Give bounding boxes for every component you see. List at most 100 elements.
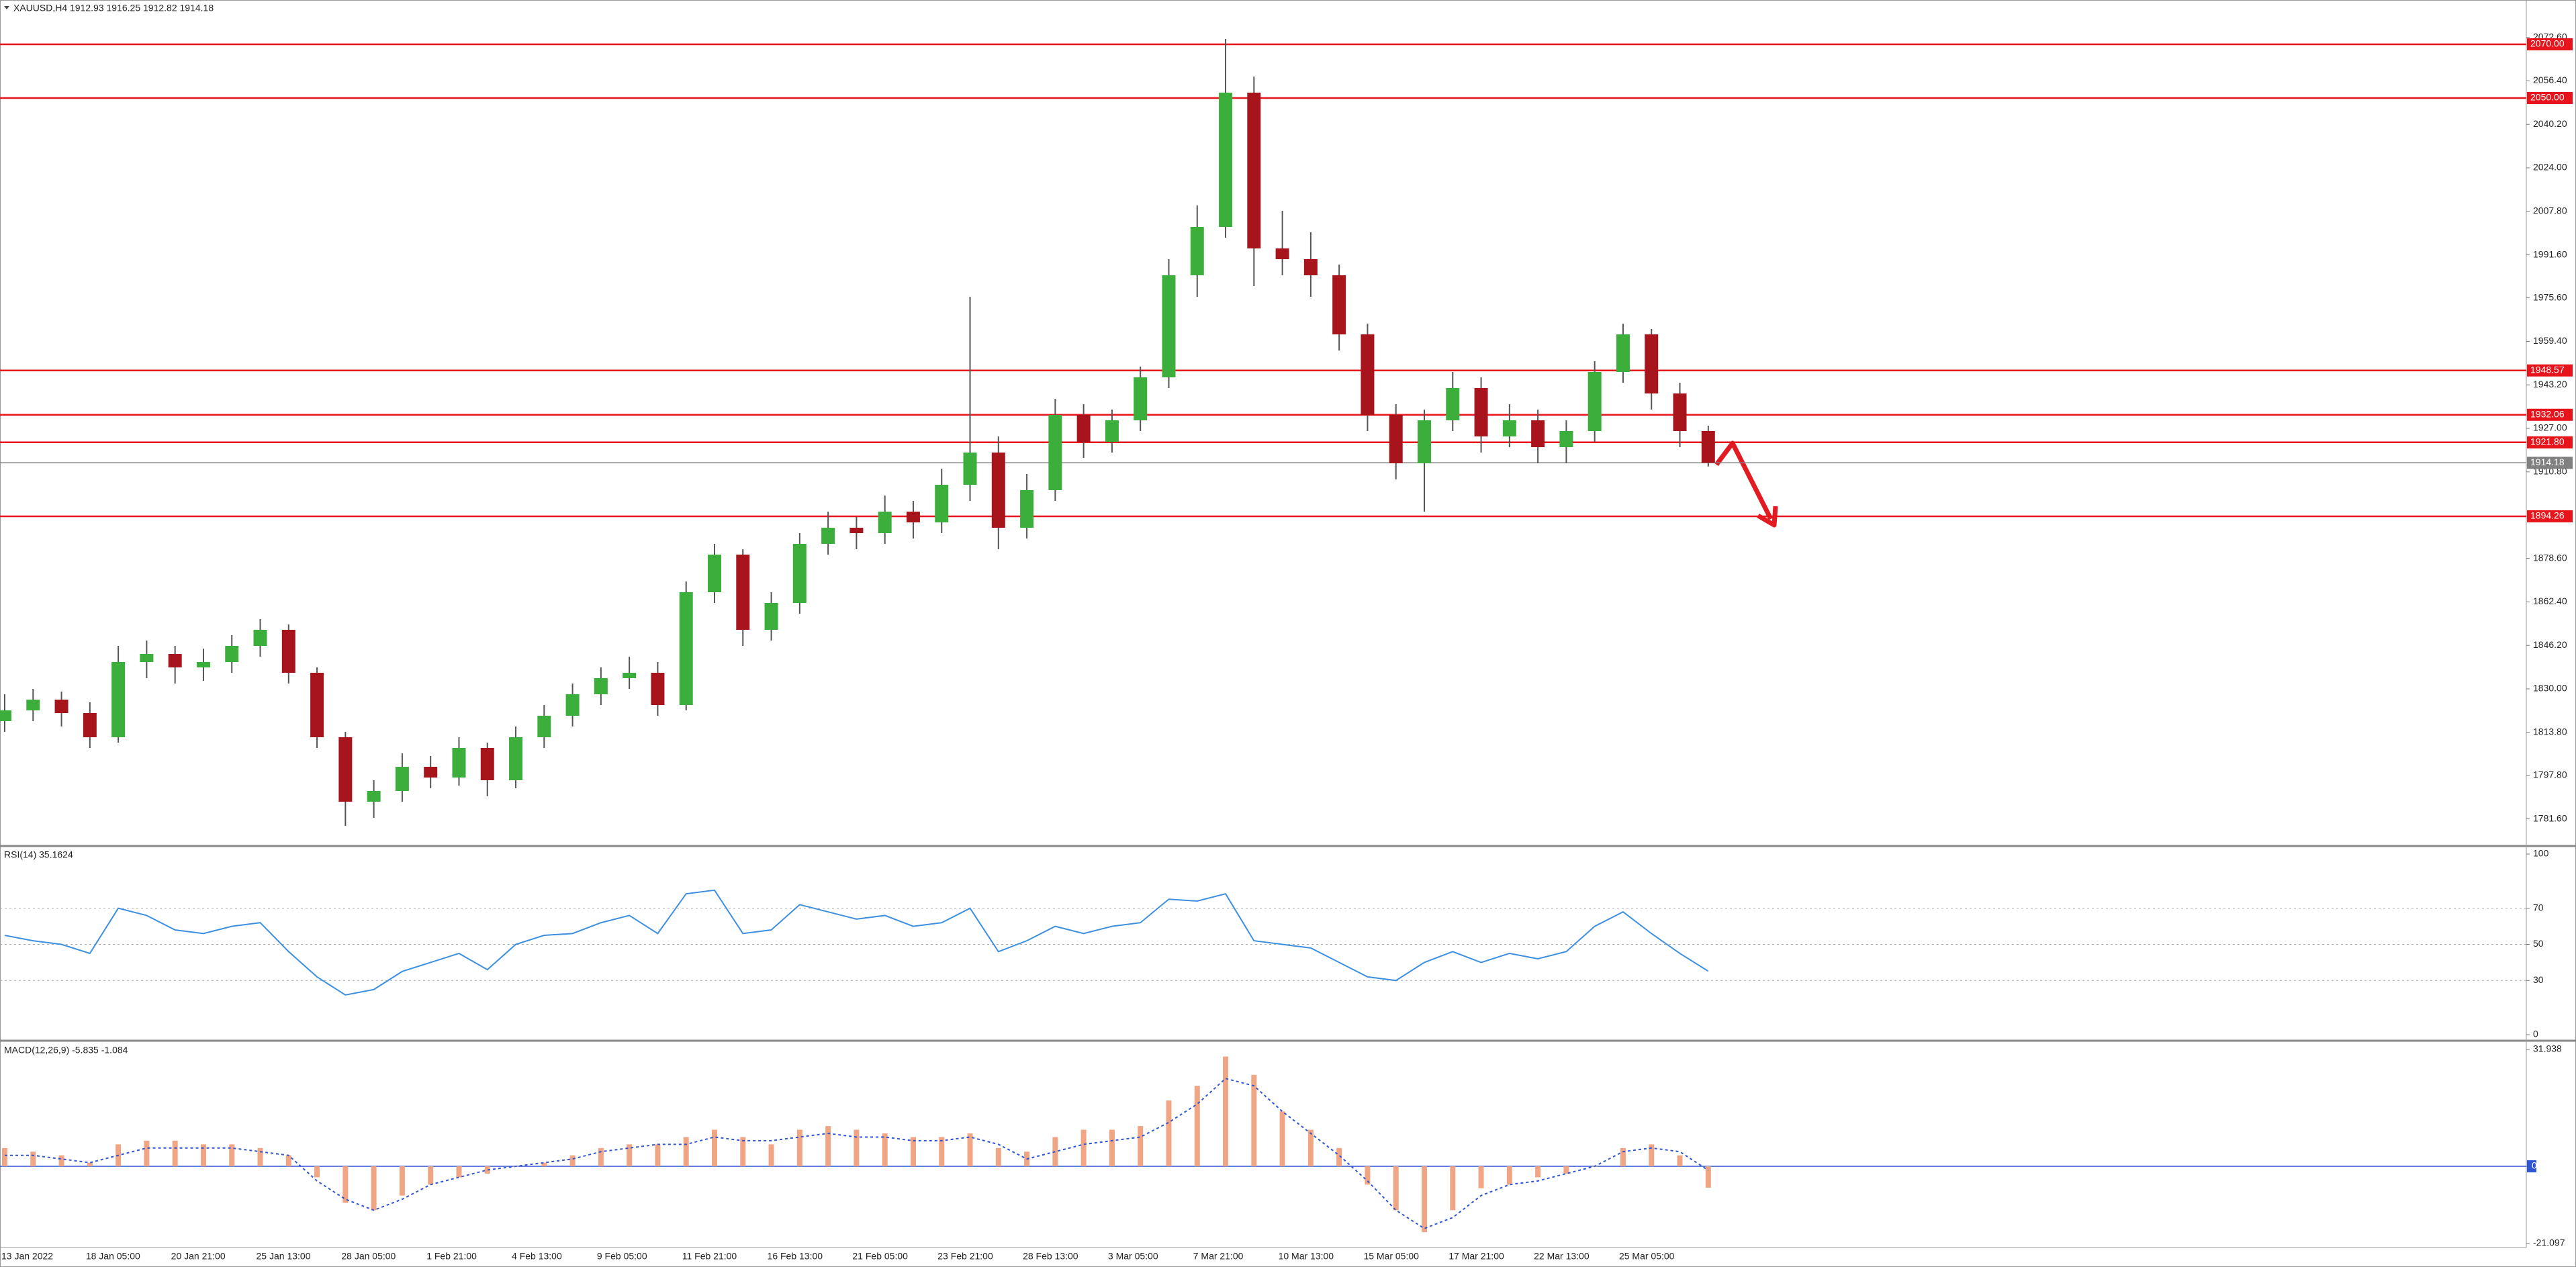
candle-body <box>991 453 1005 528</box>
level-label: 1894.26 <box>2530 510 2565 521</box>
macd-bar <box>541 1162 547 1167</box>
y-tick-label: 1830.00 <box>2533 683 2567 694</box>
y-tick-label: 0.00 <box>2532 1160 2550 1171</box>
y-tick-label: 2007.80 <box>2533 205 2567 216</box>
macd-bar <box>1307 1129 1314 1167</box>
x-tick-label: 11 Feb 21:00 <box>682 1251 737 1262</box>
macd-bar <box>967 1133 973 1167</box>
candle-body <box>338 737 353 802</box>
candle-body <box>878 512 892 533</box>
macd-bar <box>428 1166 434 1185</box>
level-label-box <box>2527 436 2573 449</box>
candle-body <box>1446 388 1460 420</box>
macd-bar <box>1336 1147 1342 1167</box>
macd-bar <box>1563 1166 1569 1174</box>
level-label: 1932.06 <box>2530 408 2565 419</box>
x-tick-label: 3 Mar 05:00 <box>1108 1251 1158 1262</box>
macd-bar <box>58 1155 64 1167</box>
macd-bar <box>1393 1166 1399 1211</box>
candle-body <box>1474 388 1488 436</box>
macd-bar <box>939 1137 945 1167</box>
x-tick-label: 9 Feb 05:00 <box>597 1251 647 1262</box>
macd-bar <box>200 1144 206 1167</box>
zero-label-box <box>2527 1160 2536 1173</box>
y-tick-label: 2024.00 <box>2533 162 2567 173</box>
candle-body <box>792 544 807 603</box>
candle-body <box>480 748 494 780</box>
macd-bar <box>371 1166 377 1211</box>
candle-body <box>253 630 267 646</box>
level-label-box <box>2527 92 2573 104</box>
macd-bar <box>2 1147 7 1167</box>
macd-bar <box>1080 1129 1087 1167</box>
macd-bar <box>1223 1056 1229 1167</box>
y-tick-label: 31.938 <box>2533 1043 2562 1054</box>
macd-bar <box>569 1155 576 1167</box>
candle-body <box>906 512 920 522</box>
rsi-title: RSI(14) 35.1624 <box>4 849 73 860</box>
macd-bar <box>1422 1166 1427 1233</box>
macd-bar <box>1506 1166 1512 1185</box>
candle-body <box>679 592 693 705</box>
macd-bar <box>1365 1166 1371 1185</box>
macd-bar <box>655 1144 661 1167</box>
candle-body <box>1701 431 1715 463</box>
macd-bar <box>995 1147 1001 1167</box>
x-tick-label: 17 Mar 21:00 <box>1448 1251 1504 1262</box>
macd-bar <box>1535 1166 1541 1178</box>
macd-bar <box>314 1166 320 1178</box>
x-tick-label: 25 Jan 13:00 <box>257 1251 311 1262</box>
y-tick-label: 1927.00 <box>2533 422 2567 433</box>
candle-body <box>1418 420 1431 463</box>
y-tick-label: 100 <box>2533 848 2549 859</box>
candle-body <box>708 555 721 592</box>
y-tick-label: 0 <box>2533 1029 2538 1039</box>
x-tick-label: 18 Jan 05:00 <box>86 1251 140 1262</box>
y-tick-label: 1991.60 <box>2533 248 2567 259</box>
level-label-box <box>2527 408 2573 421</box>
macd-bar <box>627 1144 633 1167</box>
macd-bar <box>1138 1126 1144 1167</box>
y-tick-label: 1781.60 <box>2533 812 2567 823</box>
x-tick-label: 20 Jan 21:00 <box>171 1251 226 1262</box>
forecast-arrow-head <box>1757 506 1778 528</box>
y-tick-label: 1943.20 <box>2533 379 2567 389</box>
candle-body <box>935 485 949 522</box>
candle-body <box>424 767 438 778</box>
candle-body <box>310 673 324 737</box>
candle-body <box>196 662 210 667</box>
candle-body <box>623 673 637 678</box>
candle-body <box>395 767 409 791</box>
chart-title: XAUUSD,H4 1912.93 1916.25 1912.82 1914.1… <box>13 3 214 13</box>
x-tick-label: 1 Feb 21:00 <box>426 1251 477 1262</box>
y-tick-label: 1878.60 <box>2533 552 2567 563</box>
x-tick-label: 7 Mar 21:00 <box>1193 1251 1244 1262</box>
candle-body <box>1020 490 1034 528</box>
candle-body <box>54 700 68 713</box>
candle-body <box>565 694 580 716</box>
y-tick-label: 30 <box>2533 974 2544 985</box>
macd-bar <box>1052 1137 1058 1167</box>
level-label-box <box>2527 38 2573 50</box>
macd-bar <box>1705 1166 1711 1188</box>
macd-bar <box>257 1147 263 1167</box>
candle-body <box>1616 334 1630 372</box>
macd-bar <box>910 1137 916 1167</box>
macd-bar <box>144 1140 150 1167</box>
candle-body <box>963 453 977 485</box>
y-tick-label: 1975.60 <box>2533 291 2567 302</box>
macd-bar <box>882 1133 888 1167</box>
macd-bar <box>796 1129 802 1167</box>
collapse-icon[interactable] <box>4 6 9 9</box>
macd-bar <box>484 1166 490 1174</box>
candle-body <box>849 528 864 533</box>
level-label: 2050.00 <box>2530 92 2565 103</box>
y-tick-label: 2040.20 <box>2533 118 2567 129</box>
x-tick-label: 25 Mar 05:00 <box>1619 1251 1675 1262</box>
y-tick-label: 2056.40 <box>2533 75 2567 85</box>
macd-bar <box>229 1144 235 1167</box>
candle-body <box>1048 415 1062 490</box>
candle-body <box>821 528 835 544</box>
macd-title: MACD(12,26,9) -5.835 -1.084 <box>4 1045 128 1055</box>
